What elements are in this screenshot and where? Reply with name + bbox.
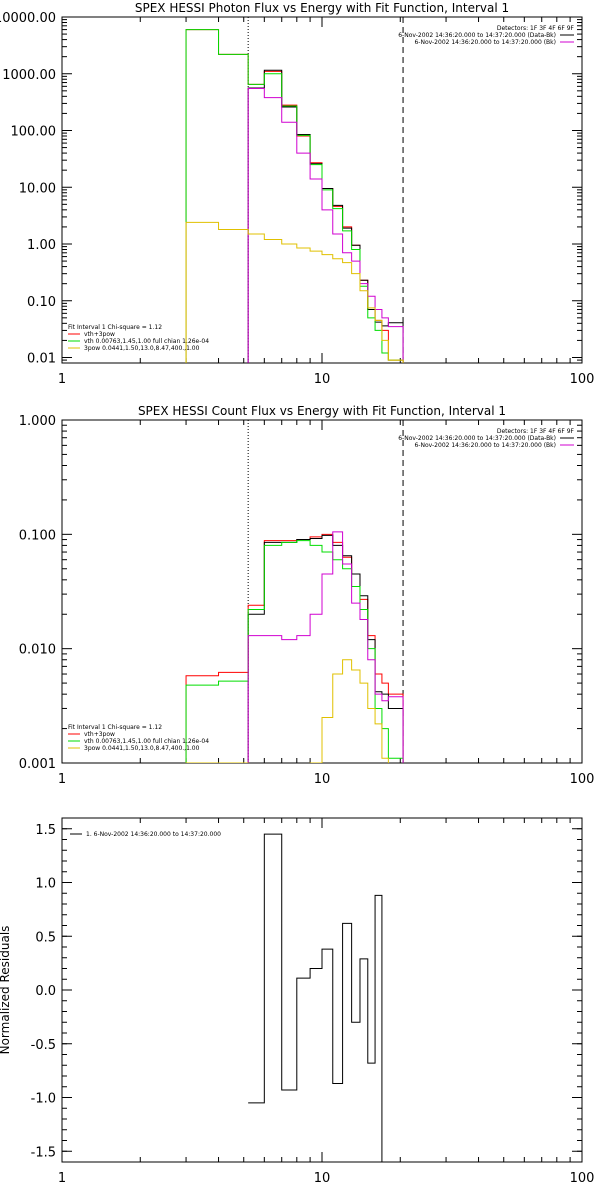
- y-axis-label: Normalized Residuals: [0, 926, 12, 1055]
- x-tick-label: 1: [58, 372, 66, 387]
- plot-area: [185, 420, 404, 763]
- legend-entry: 3pow 0.0441,1.50,13.0,8.47,400.,1.00: [84, 345, 200, 352]
- y-tick-label: -1.0: [31, 1092, 56, 1107]
- x-tick-label: 10: [314, 772, 331, 787]
- legend-entry: 1. 6-Nov-2002 14:36:20.000 to 14:37:20.0…: [86, 831, 221, 838]
- series-line-3: [185, 29, 404, 363]
- series-line-1: [248, 833, 383, 1162]
- legend-entry: vth+3pow: [84, 731, 115, 738]
- y-tick-label: 0.5: [35, 930, 56, 945]
- series-line-5: [185, 659, 389, 763]
- legend-entry: 3pow 0.0441,1.50,13.0,8.47,400.,1.00: [84, 745, 200, 752]
- panel-3: Normalized Residuals 1 10 100 1.5 1.0 0.5 0.0 -0…: [0, 817, 595, 1186]
- legend-fit-header: Fit Interval 1 Chi-square = 1.12: [68, 324, 162, 331]
- legend-entry: 6-Nov-2002 14:36:20.000 to 14:37:20.000 …: [398, 435, 556, 442]
- x-tick-label: 1: [58, 772, 66, 787]
- legend-fit-header: Fit Interval 1 Chi-square = 1.12: [68, 724, 162, 731]
- y-tick-label: 1.5: [35, 823, 56, 838]
- legend-entry: vth+3pow: [84, 331, 115, 338]
- x-tick-label: 1: [58, 1171, 66, 1186]
- y-tick-label: -1.5: [31, 1145, 56, 1160]
- y-tick-label: 0.001: [19, 757, 56, 772]
- y-tick-label: 100.00: [11, 125, 57, 140]
- plot-frame: [61, 817, 583, 1163]
- legend-entry: vth 0.00763,1.45,1.00 full chian 1.26e-0…: [84, 338, 209, 345]
- y-tick-label: 0.01: [27, 352, 56, 367]
- x-tick-label: 10: [314, 1171, 331, 1186]
- y-tick-label: 1.00: [27, 238, 56, 253]
- y-tick-label: -0.5: [31, 1038, 56, 1053]
- series-line-2: [247, 534, 404, 763]
- plot-area: [248, 833, 383, 1162]
- series-line-1: [185, 29, 404, 363]
- series-line-5: [185, 221, 404, 363]
- panel-1: SPEX HESSI Photon Flux vs Energy with Fi…: [0, 1, 594, 387]
- y-tick-label: 0.10: [27, 295, 56, 310]
- y-tick-label: 10.00: [19, 181, 56, 196]
- legend-detectors: Detectors: 1F 3F 4F 6F 9F: [497, 25, 575, 32]
- y-tick-label: 1.0: [35, 877, 56, 892]
- y-tick-label: 0.010: [19, 643, 56, 658]
- panel-2: SPEX HESSI Count Flux vs Energy with Fit…: [19, 404, 595, 787]
- x-tick-label: 100: [570, 372, 595, 387]
- y-tick-label: 1000.00: [2, 68, 56, 83]
- legend-detectors: Detectors: 1F 3F 4F 6F 9F: [497, 428, 575, 435]
- chart-title: SPEX HESSI Count Flux vs Energy with Fit…: [138, 404, 506, 418]
- legend-entry: vth 0.00763,1.45,1.00 full chian 1.26e-0…: [84, 738, 209, 745]
- series-line-3: [185, 540, 404, 763]
- legend-entry: 6-Nov-2002 14:36:20.000 to 14:37:20.000 …: [414, 442, 556, 449]
- chart-title: SPEX HESSI Photon Flux vs Energy with Fi…: [135, 1, 509, 15]
- y-tick-label: 10000.00: [0, 11, 56, 26]
- x-tick-label: 100: [570, 772, 595, 787]
- x-tick-label: 100: [570, 1171, 595, 1186]
- legend-entry: 6-Nov-2002 14:36:20.000 to 14:37:20.000 …: [414, 39, 556, 46]
- series-line-1: [185, 533, 404, 763]
- plot-area: [185, 17, 404, 363]
- series-line-2: [247, 69, 404, 363]
- legend-entry: 6-Nov-2002 14:36:20.000 to 14:37:20.000 …: [398, 32, 556, 39]
- series-line-4: [247, 531, 404, 763]
- y-tick-label: 1.000: [19, 414, 56, 429]
- x-tick-label: 10: [314, 372, 331, 387]
- y-tick-label: 0.100: [19, 528, 56, 543]
- series-line-4: [247, 87, 404, 363]
- y-tick-label: 0.0: [35, 984, 56, 999]
